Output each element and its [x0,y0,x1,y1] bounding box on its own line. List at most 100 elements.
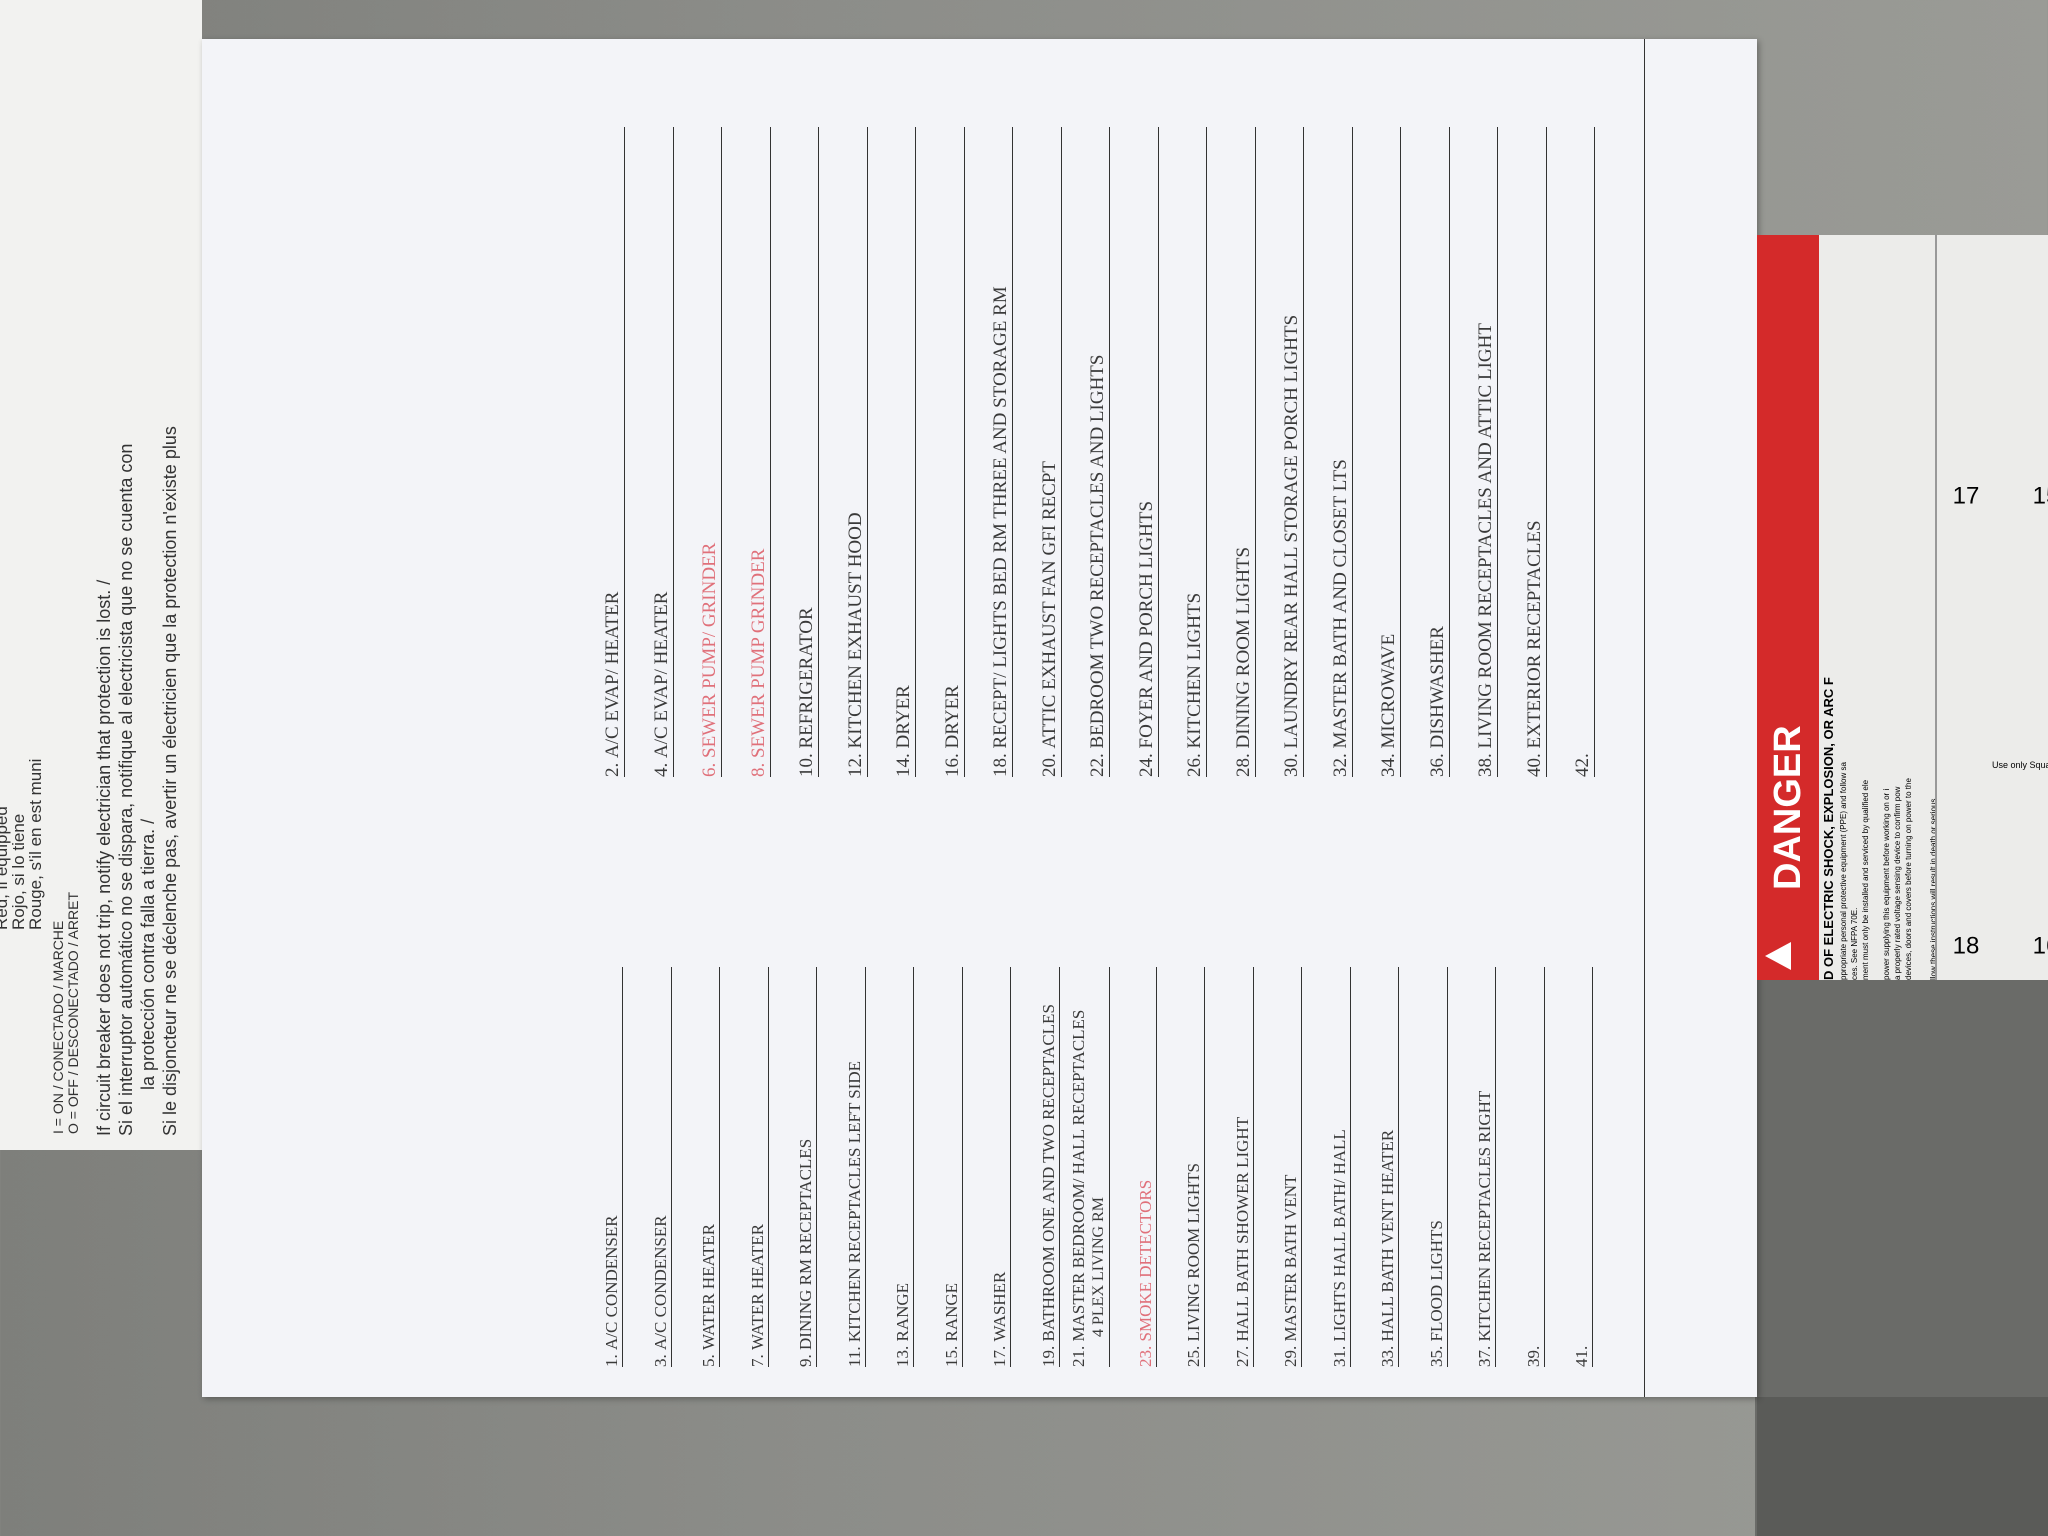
circuit-number: 19. [1038,1345,1058,1367]
danger-line: devices, doors and covers before turning… [1904,778,1913,980]
legend-line: I = ON / CONECTADO / MARCHE [50,920,66,1134]
circuit-label: REFRIGERATOR [796,607,817,749]
circuit-number: 34. [1378,753,1399,777]
circuit-number: 29. [1281,1345,1300,1367]
circuit-label: A/C CONDENSER [602,1215,621,1350]
circuit-label: KITCHEN RECEPTACLES LEFT SIDE [844,1060,864,1343]
circuit-row: 2. A/C EVAP/ HEATER [602,127,625,777]
circuit-row: 26. KITCHEN LIGHTS [1184,127,1207,777]
strip-note: Use only Square D QO Circuit Breakers [1992,760,2048,770]
circuit-number: 10. [796,753,817,777]
bottom-rule [1644,39,1645,1397]
breaker-number: 18 [1952,932,1980,960]
circuit-row: 4. A/C EVAP/ HEATER [650,127,674,777]
circuit-row: 3. A/C CONDENSER [650,967,672,1367]
circuit-row: 7. WATER HEATER [747,967,769,1367]
circuit-row: 23. SMOKE DETECTORS [1135,967,1157,1367]
danger-line: a properly rated voltage sensing device … [1893,786,1902,980]
circuit-number: 21. [1069,1345,1088,1367]
circuit-number: 40. [1523,753,1545,777]
circuit-label: BEDROOM TWO RECEPTACLES AND LIGHTS [1087,354,1108,749]
note-line: Si el interruptor automático no se dispa… [116,443,136,1136]
danger-line: ppropriate personal protective equipment… [1839,762,1848,980]
circuit-label: DRYER [941,685,963,749]
circuit-number: 26. [1184,753,1205,777]
circuit-row: 10. REFRIGERATOR [796,127,819,777]
circuit-label: DINING RM RECEPTACLES [796,1138,815,1350]
circuit-number: 3. [650,1354,670,1367]
danger-title: DANGER [1767,725,1809,890]
circuit-row: 16. DRYER [941,127,965,777]
circuit-row: 17. WASHER [990,967,1011,1367]
danger-line: ment must only be installed and serviced… [1861,779,1870,980]
circuit-number: 2. [602,762,623,777]
circuit-label: FLOOD LIGHTS [1426,1220,1446,1342]
circuit-row: 5. WATER HEATER [699,967,720,1367]
panel-door-edge [1757,1397,2048,1536]
circuit-label: A/C EVAP/ HEATER [602,591,623,758]
warning-icon [1765,942,1791,970]
circuit-label: LIGHTS HALL BATH/ HALL [1329,1129,1349,1342]
circuit-label-2: 4 PLEX LIVING RM [1090,1197,1107,1337]
breaker-number: 17 [1952,482,1980,510]
circuit-number: 36. [1426,753,1448,777]
circuit-label: WATER HEATER [699,1223,718,1350]
circuit-number: 22. [1087,753,1108,777]
circuit-label: RANGE [893,1282,912,1342]
circuit-label: DINING ROOM LIGHTS [1232,546,1254,749]
circuit-row: 28. DINING ROOM LIGHTS [1232,127,1256,777]
circuit-row: 27. HALL BATH SHOWER LIGHT [1232,967,1254,1367]
circuit-row: 21. MASTER BEDROOM/ HALL RECEPTACLES 4 PL… [1069,967,1110,1367]
circuit-number: 31. [1329,1345,1349,1367]
instruction-label: Red, if equipped Rojo, si lo tiene Rouge, … [0,0,202,1150]
circuit-row: 6. SEWER PUMP/ GRINDER [699,127,722,777]
circuit-number: 18. [990,753,1011,777]
rotated-content: 1. A/C CONDENSER 3. A/C CONDENSER 5. WATER… [202,39,1757,1397]
rotated-content: DANGER D OF ELECTRIC SHOCK, EXPLOSION, OR… [1757,235,2048,980]
circuit-row: 34. MICROWAVE [1378,127,1401,777]
circuit-number: 35. [1426,1345,1446,1367]
note-line: Si le disjoncteur ne se déclenche pas, a… [160,426,180,1136]
circuit-label: KITCHEN RECEPTACLES RIGHT [1475,1090,1494,1342]
circuit-number: 7. [747,1354,767,1367]
legend-line: O = OFF / DESCONECTADO / ARRET [65,891,81,1134]
circuit-row: 42. [1572,127,1595,777]
circuit-number: 25. [1184,1345,1203,1367]
circuit-row: 13. RANGE [893,967,914,1367]
circuit-row: 39. [1523,967,1545,1367]
hazard-text: D OF ELECTRIC SHOCK, EXPLOSION, OR ARC F [1821,677,1836,980]
circuit-number: 16. [941,753,963,777]
circuit-number: 32. [1329,753,1351,777]
circuit-label: SMOKE DETECTORS [1135,1179,1155,1342]
circuit-row: 25. LIVING ROOM LIGHTS [1184,967,1205,1367]
circuit-row: 36. DISHWASHER [1426,127,1450,777]
circuit-number: 20. [1038,753,1060,777]
circuit-label: MASTER BATH AND CLOSET LTS [1329,459,1351,749]
circuit-label: WASHER [990,1271,1009,1342]
circuit-label: SEWER PUMP/ GRINDER [699,542,720,758]
circuit-row: 30. LAUNDRY REAR HALL STORAGE PORCH LIGH… [1281,127,1304,777]
circuit-label: LIVING ROOM RECEPTACLES AND ATTIC LIGHT [1475,323,1496,749]
circuit-number: 39. [1523,1345,1543,1367]
circuit-label: WATER HEATER [747,1223,767,1350]
circuit-number: 17. [990,1345,1009,1367]
circuit-label: SEWER PUMP GRINDER [747,548,769,758]
circuit-row: 32. MASTER BATH AND CLOSET LTS [1329,127,1353,777]
circuit-label: MASTER BATH VENT [1281,1174,1300,1342]
circuit-number: 33. [1378,1345,1397,1367]
circuit-number: 37. [1475,1345,1494,1367]
circuit-row: 24. FOYER AND PORCH LIGHTS [1135,127,1159,777]
circuit-label: RANGE [941,1282,961,1342]
circuit-number: 41. [1572,1345,1591,1367]
circuit-label: MICROWAVE [1378,633,1399,749]
danger-line: ces. See NFPA 70E. [1850,907,1859,980]
circuit-label: RECEPT/ LIGHTS BED RM THREE AND STORAGE … [990,286,1011,749]
strip-rule [1935,235,1937,980]
circuit-row: 8. SEWER PUMP GRINDER [747,127,771,777]
circuit-label: A/C EVAP/ HEATER [650,591,672,758]
circuit-row: 9. DINING RM RECEPTACLES [796,967,817,1367]
circuit-number: 11. [844,1346,864,1367]
circuit-label: LAUNDRY REAR HALL STORAGE PORCH LIGHTS [1281,314,1302,749]
circuit-label: KITCHEN EXHAUST HOOD [844,512,866,749]
danger-line: power supplying this equipment before wo… [1882,788,1891,980]
